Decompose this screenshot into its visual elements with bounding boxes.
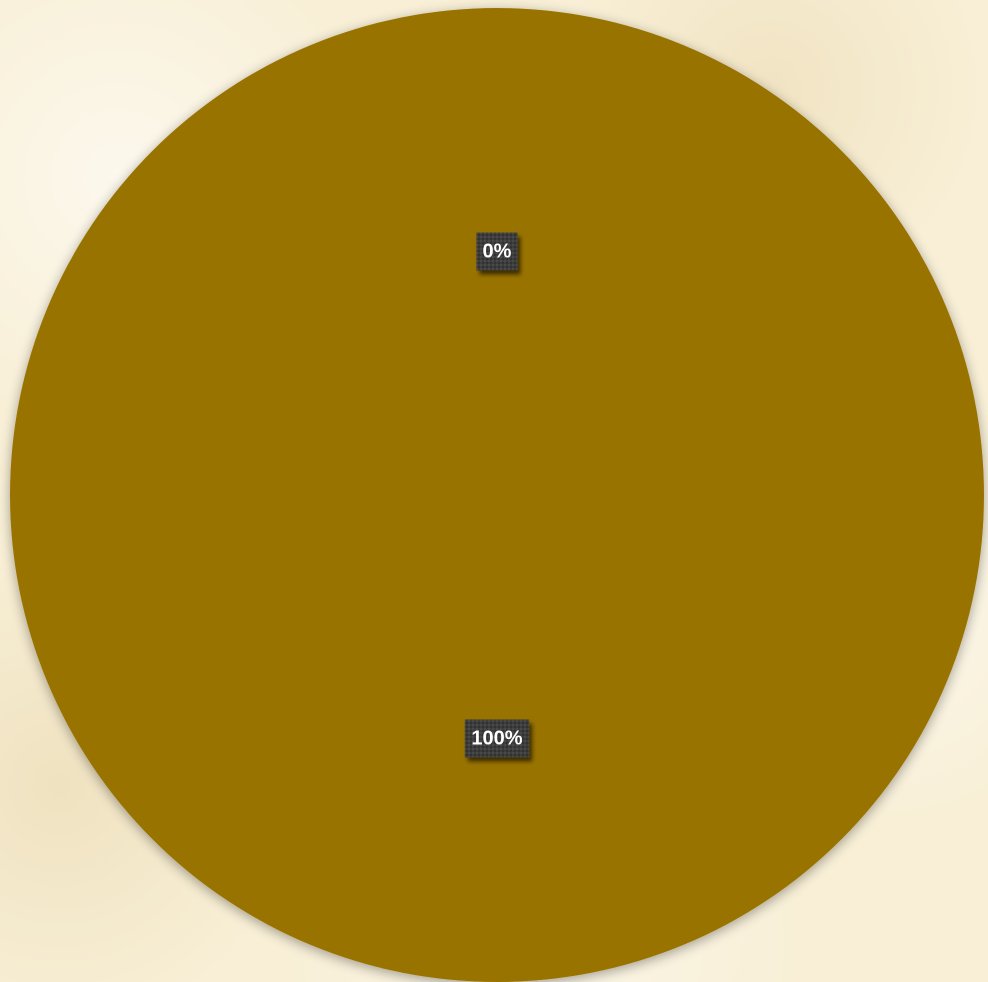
pie-slice-1 xyxy=(10,8,984,982)
data-label-text-1: 100% xyxy=(471,728,522,750)
data-label-box-1 xyxy=(464,719,530,758)
data-label-text-0: 0% xyxy=(483,241,512,263)
pie-data-labels: 0% 100% xyxy=(464,232,530,758)
data-label-0: 0% xyxy=(476,232,518,271)
data-label-box-0 xyxy=(476,232,518,271)
data-label-1: 100% xyxy=(464,719,530,758)
pie-slices xyxy=(10,8,984,982)
